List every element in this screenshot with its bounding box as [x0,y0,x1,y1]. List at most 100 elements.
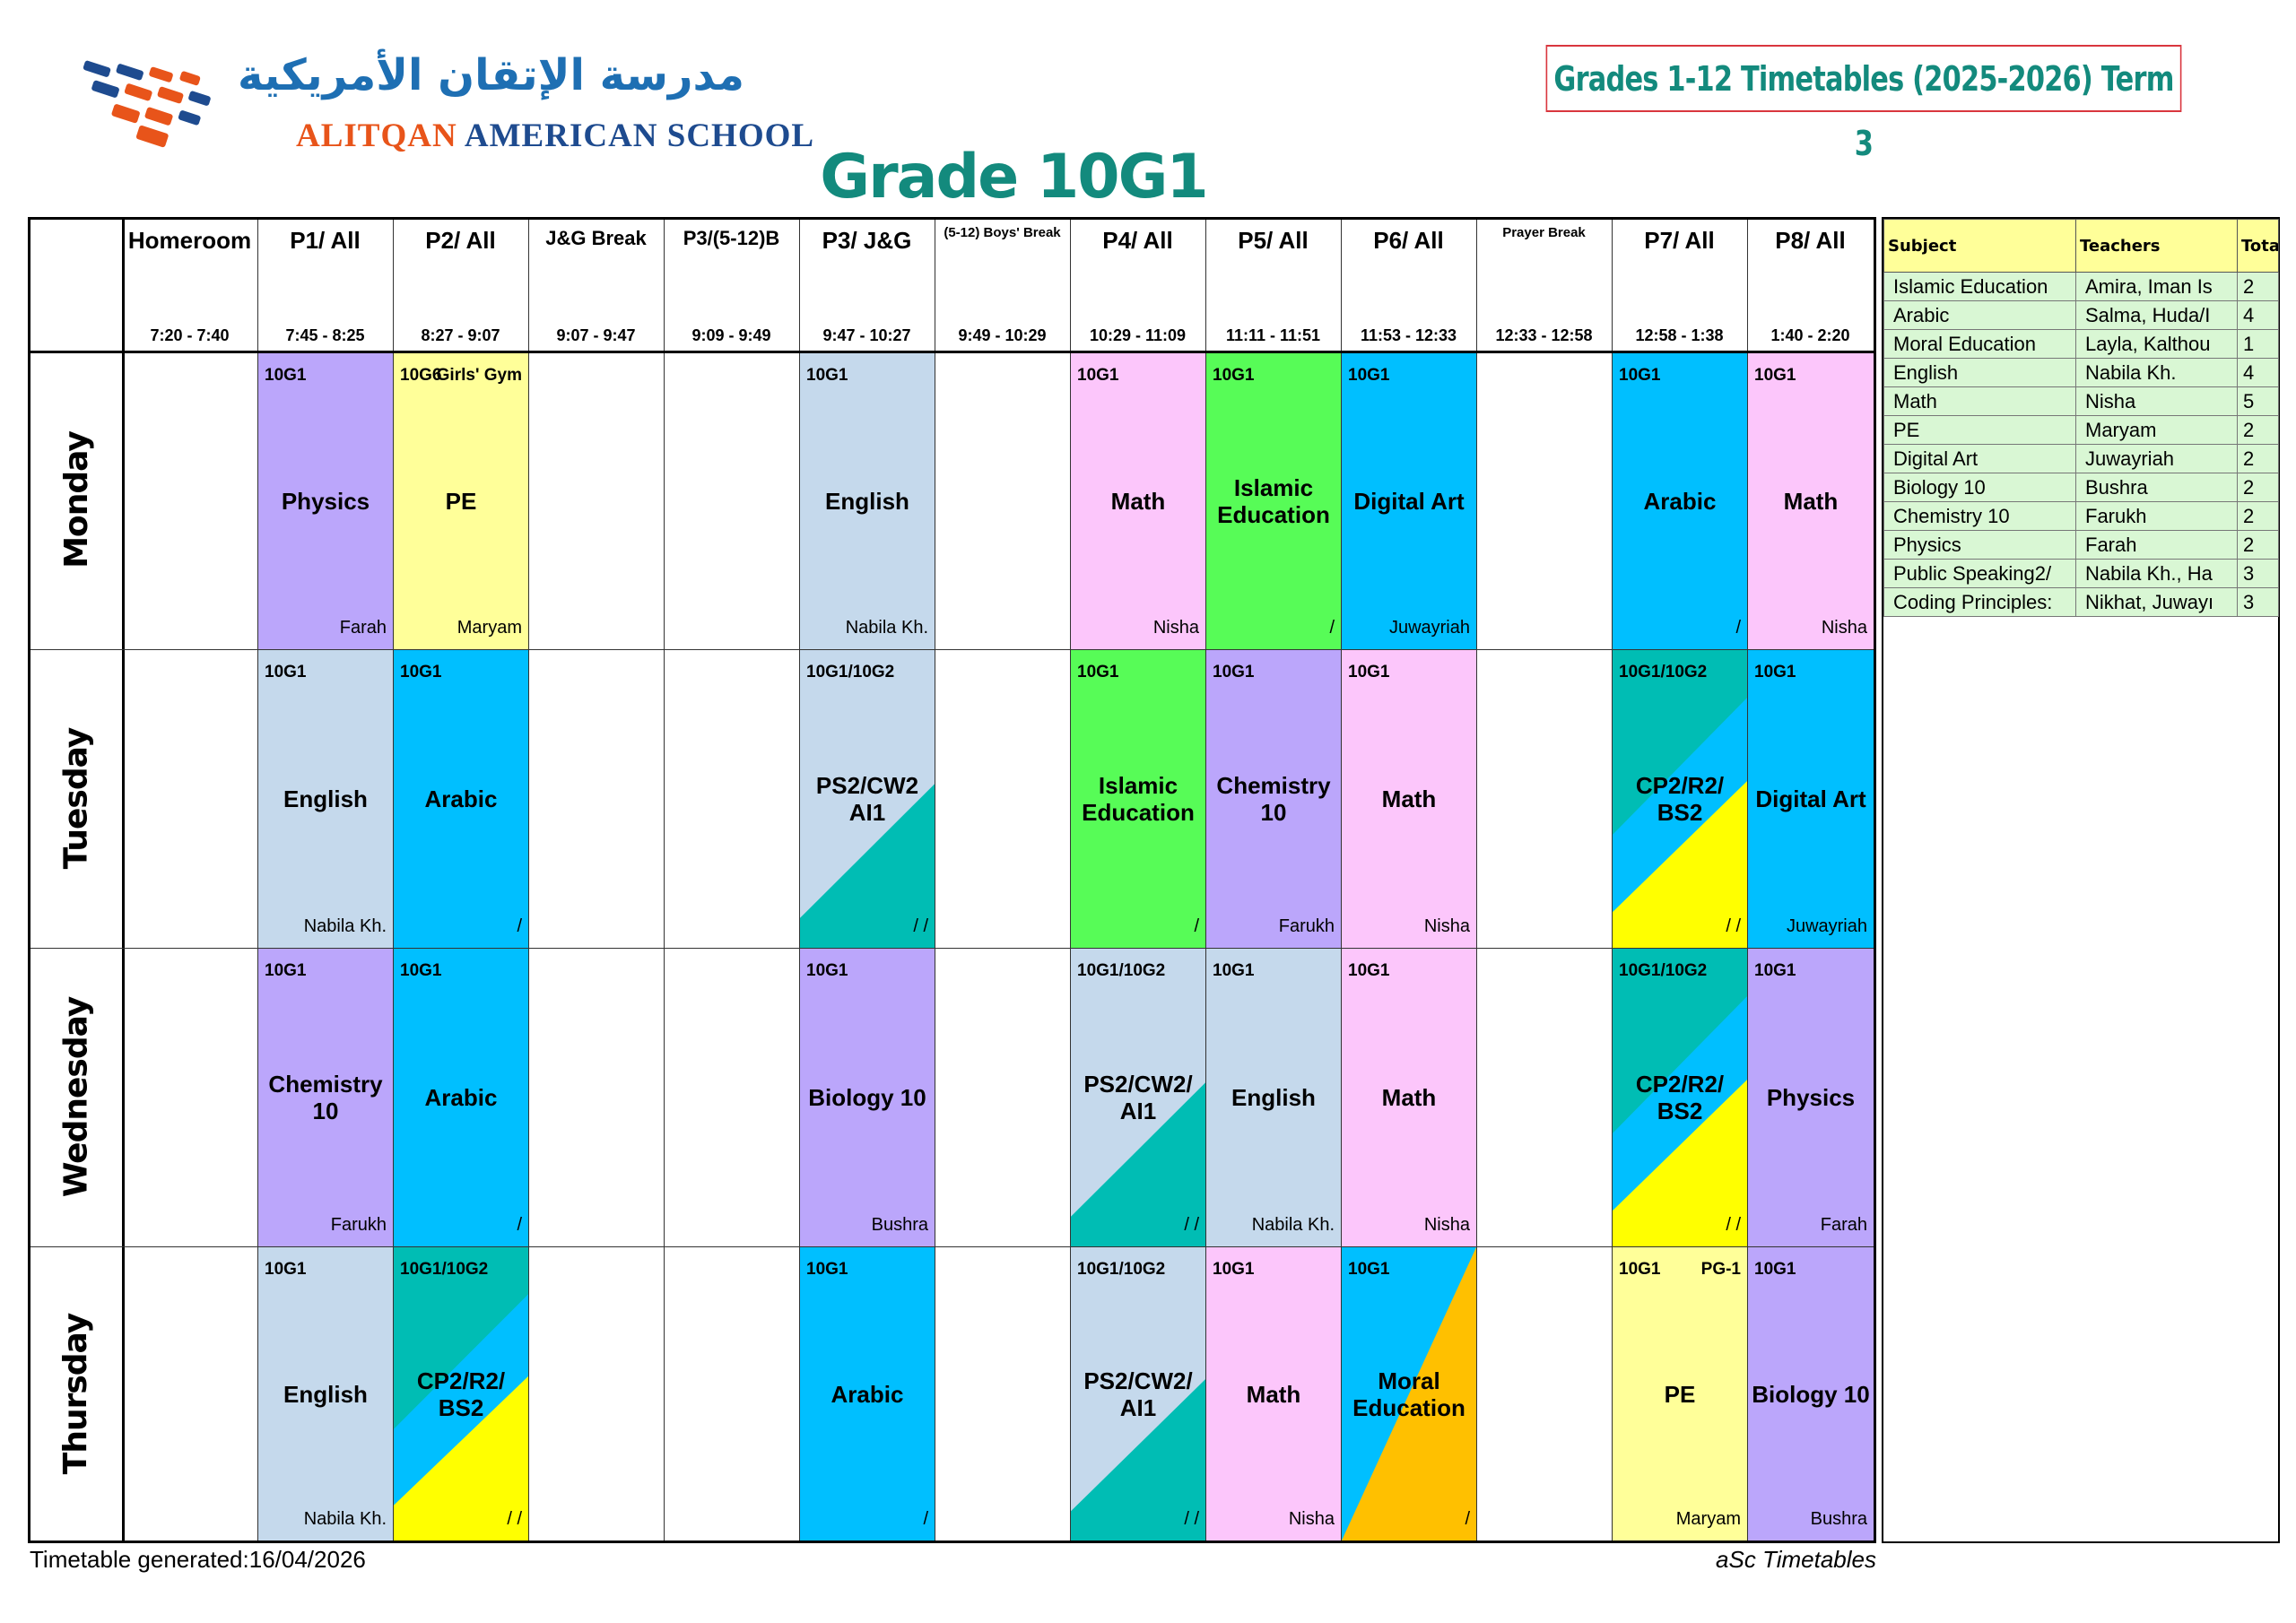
period-time: 7:20 - 7:40 [150,326,230,344]
period-name: Prayer Break [1502,225,1586,240]
lesson-card[interactable]: 10G1 Digital Art Juwayriah [1342,353,1476,649]
day-label-tuesday: Tuesday [30,649,122,948]
lesson-card[interactable]: 10G1 Digital Art Juwayriah [1748,650,1874,948]
lesson-class: 10G1 [265,1260,307,1279]
lesson-teacher: Bushra [1810,1509,1867,1529]
lesson-subject: English [825,488,909,515]
lesson-card[interactable]: 10G1 English Nabila Kh. [800,353,935,649]
lesson-card[interactable]: 10G1/10G2 CP2/R2/ BS2 / / [1613,650,1747,948]
lesson-teacher: Nisha [1423,1215,1470,1235]
lesson-card[interactable]: 10G1 Chemistry 10 Farukh [1206,650,1341,948]
lesson-subject: Biology 10 [808,1084,926,1111]
lesson-class: 10G1 [400,663,442,681]
period-time: 9:49 - 10:29 [958,326,1047,344]
lesson-teacher: Juwayriah [1388,618,1470,638]
period-time: 8:27 - 9:07 [421,326,500,344]
lesson-teacher: Farukh [1278,916,1335,936]
split-segment [1613,1080,1747,1246]
period-name: P8/ All [1775,227,1846,254]
period-name: J&G Break [545,227,647,249]
lesson-card[interactable]: 10G1 Islamic Education / [1206,353,1341,649]
lesson-card[interactable]: 10G1 Math Nisha [1071,353,1205,649]
lesson-card[interactable]: 10G1 Math Nisha [1342,650,1476,948]
subjects-row: English Nabila Kh. 4 [1883,358,2279,387]
timetable-title: Grades 1-12 Timetables (2025-2026) Term … [1545,45,2182,163]
subjects-row: Public Speaking2/Nabila Kh., Ha 3 [1883,559,2279,588]
lesson-card[interactable]: 10G1 Moral Education / [1342,1247,1476,1541]
period-name: P6/ All [1373,227,1444,254]
school-logo-icon [61,56,240,163]
column-header: P2/ All 8:27 - 9:07 [393,220,528,351]
lesson-card[interactable]: 10G1 Arabic / [1613,353,1747,649]
lesson-teacher: / [1465,1509,1470,1529]
lesson-class: 10G1/10G2 [1619,961,1708,980]
subjects-row: Chemistry 10 Farukh 2 [1883,501,2279,531]
lesson-subject: Islamic Education [1082,772,1195,826]
column-header: P6/ All 11:53 - 12:33 [1341,220,1476,351]
lesson-subject: Math [1246,1380,1301,1408]
lesson-class: 10G1 [265,961,307,980]
lesson-card[interactable]: 10G1 English Nabila Kh. [258,650,393,948]
lesson-card[interactable]: 10G1 Arabic / [800,1247,935,1541]
lesson-card[interactable]: 10G1/10G2 PS2/CW2/ AI1 / / [1071,1247,1205,1541]
lesson-subject: Arabic [1643,488,1717,515]
split-segment [800,784,935,948]
subject-teachers: Nikhat, Juwayı [2075,587,2238,617]
subject-total: 4 [2237,300,2279,330]
lesson-card[interactable]: 10G1/10G2 CP2/R2/ BS2 / / [394,1247,528,1541]
lesson-card[interactable]: 10G1/10G2 PS2/CW2 AI1 / / [800,650,935,948]
lesson-subject: Digital Art [1755,785,1866,812]
period-name: P5/ All [1238,227,1309,254]
lesson-class: 10G1 [1754,961,1796,980]
lesson-card[interactable]: 10G1 Biology 10 Bushra [1748,1247,1874,1541]
lesson-card[interactable]: 10G1 Math Nisha [1748,353,1874,649]
lesson-card[interactable]: 10G1 Biology 10 Bushra [800,949,935,1246]
lesson-class: 10G1 [1619,1260,1661,1279]
lesson-teacher: / / [913,916,928,936]
lesson-teacher: Nabila Kh. [303,1509,387,1529]
period-name: P2/ All [425,227,496,254]
lesson-subject: Islamic Education [1217,474,1330,528]
subjects-row: Math Nisha 5 [1883,386,2279,416]
subject-teachers: Nisha [2075,386,2238,416]
lesson-card[interactable]: 10G1 Islamic Education / [1071,650,1205,948]
lesson-split-background [1071,1379,1205,1541]
lesson-card[interactable]: 10G1 Physics Farah [258,353,393,649]
lesson-teacher: Nisha [1152,618,1199,638]
split-segment [1613,949,1747,1133]
lesson-subject: PE [1664,1380,1696,1408]
lesson-card[interactable]: 10G1 Arabic / [394,650,528,948]
lesson-card[interactable]: 10G1 PG-1 PE Maryam [1613,1247,1747,1541]
lesson-card[interactable]: 10G1 Math Nisha [1342,949,1476,1246]
lesson-subject: CP2/R2/ BS2 [416,1367,506,1421]
lesson-subject: Math [1381,785,1437,812]
lesson-class: 10G1 [1348,663,1390,681]
lesson-class: 10G1 [1348,1260,1390,1279]
subjects-row: Arabic Salma, Huda/I 4 [1883,300,2279,330]
lesson-class: 10G1 [1213,961,1255,980]
period-name: P3/ J&G [822,227,912,254]
lesson-teacher: / / [1184,1509,1199,1529]
lesson-card[interactable]: 10G1/10G2 PS2/CW2/ AI1 / / [1071,949,1205,1246]
lesson-card[interactable]: 10G1 Physics Farah [1748,949,1874,1246]
lesson-card[interactable]: 10G1 Arabic / [394,949,528,1246]
lesson-card[interactable]: 10G1 English Nabila Kh. [1206,949,1341,1246]
lesson-card[interactable]: 10G1 English Nabila Kh. [258,1247,393,1541]
lesson-card[interactable]: 10G1/10G2 CP2/R2/ BS2 / / [1613,949,1747,1246]
lesson-subject: English [283,785,368,812]
lesson-class: 10G1 [1213,1260,1255,1279]
lesson-class: 10G1 [1754,366,1796,385]
lesson-teacher: Farah [339,618,387,638]
column-header: P3/ J&G 9:47 - 10:27 [799,220,935,351]
split-segment [1342,1247,1476,1541]
lesson-class: 10G1/10G2 [1077,961,1166,980]
lesson-split-background [1342,1247,1476,1541]
lesson-card[interactable]: 10G6 Girls' Gym PE Maryam [394,353,528,649]
lesson-card[interactable]: 10G1 Chemistry 10 Farukh [258,949,393,1246]
lesson-card[interactable]: 10G1 Math Nisha [1206,1247,1341,1541]
subject-teachers: Amira, Iman Is [2075,272,2238,301]
lesson-subject: English [283,1380,368,1408]
subject-name: Math [1883,386,2076,416]
lesson-class: 10G1 [1077,663,1119,681]
software-credit: aSc Timetables [1716,1546,1876,1573]
